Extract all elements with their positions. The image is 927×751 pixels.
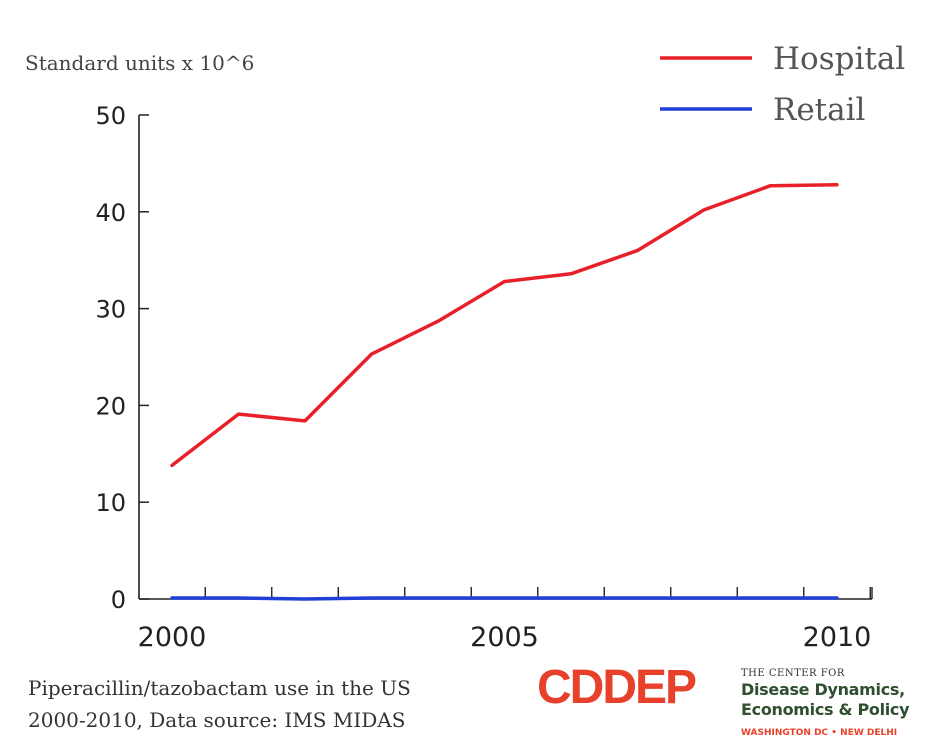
x-tick-label: 2000 <box>138 622 207 653</box>
series-line-hospital <box>170 182 839 468</box>
logo-line-2: Economics & Policy <box>741 700 910 719</box>
y-tick-label: 40 <box>95 199 126 227</box>
x-tick-label: 2010 <box>803 622 872 653</box>
legend-label-hospital: Hospital <box>773 41 905 77</box>
logo-small-text: THE CENTER FOR <box>741 668 845 679</box>
caption: Piperacillin/tazobactam use in the US 20… <box>28 672 411 736</box>
y-tick-label: 50 <box>95 102 126 130</box>
logo-mark: CDDEP <box>537 661 697 714</box>
legend: Hospital Retail <box>660 41 905 128</box>
series-layer <box>170 182 839 601</box>
cddep-logo: CDDEP THE CENTER FOR Disease Dynamics, E… <box>537 662 922 746</box>
logo-location: WASHINGTON DC • NEW DELHI <box>741 728 898 738</box>
y-tick-label: 20 <box>95 392 126 420</box>
legend-label-retail: Retail <box>773 92 865 128</box>
series-line-retail <box>170 596 839 601</box>
caption-line-2: 2000-2010, Data source: IMS MIDAS <box>28 708 406 732</box>
y-tick-label: 0 <box>111 586 126 614</box>
y-tick-label: 30 <box>95 296 126 324</box>
axes: 0 10 20 30 40 50 2000 2005 2010 <box>95 102 873 653</box>
logo-line-1: Disease Dynamics, <box>741 680 905 699</box>
line-chart: Standard units x 10^6 0 10 20 30 40 50 2000 200… <box>25 41 905 653</box>
caption-line-1: Piperacillin/tazobactam use in the US <box>28 676 411 700</box>
y-tick-label: 10 <box>95 489 126 517</box>
y-axis-label: Standard units x 10^6 <box>25 51 254 75</box>
x-tick-label: 2005 <box>470 622 539 653</box>
